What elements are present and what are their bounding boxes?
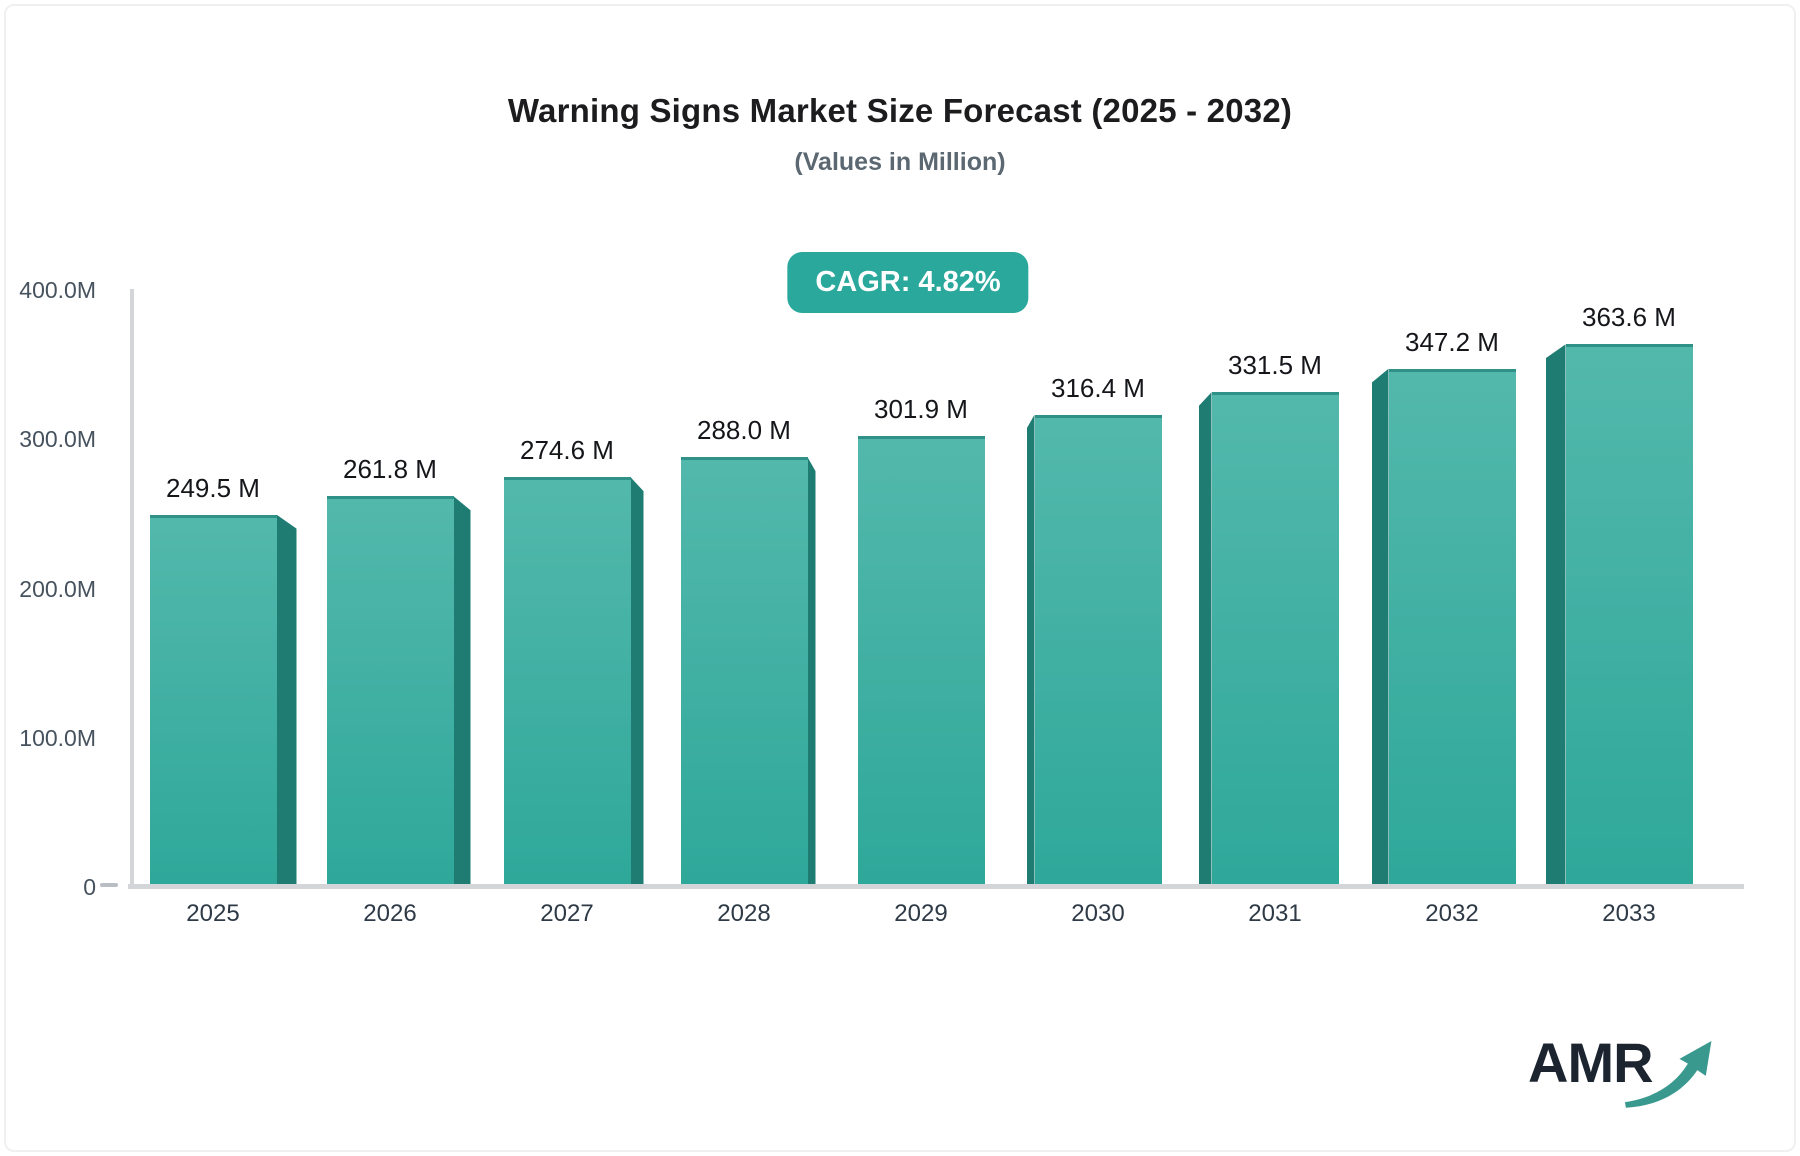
- bar-2025-side-face: [276, 514, 297, 887]
- x-tick-label: 2031: [1248, 900, 1302, 927]
- bar-2026: [326, 496, 454, 887]
- bar-2030-side-face: [1026, 414, 1035, 887]
- x-tick-label: 2030: [1071, 900, 1125, 927]
- bar-value-label: 316.4 M: [1051, 372, 1145, 403]
- x-tick-label: 2032: [1425, 900, 1479, 927]
- bar-2032-side-face: [1371, 368, 1389, 887]
- bar-value-label: 249.5 M: [166, 472, 260, 503]
- chart-title: Warning Signs Market Size Forecast (2025…: [507, 92, 1293, 129]
- bar-2028: [680, 457, 808, 887]
- x-tick-label: 2028: [717, 900, 771, 927]
- bar-2033: [1565, 344, 1693, 887]
- bar-2030: [1034, 414, 1162, 887]
- x-tick-label: 2027: [540, 900, 594, 927]
- bar-2029: [857, 436, 985, 887]
- bar-value-label: 274.6 M: [520, 435, 614, 466]
- bar-2032: [1388, 368, 1516, 887]
- x-axis-line: [128, 884, 1744, 889]
- y-tick-label: 100.0M: [19, 724, 96, 751]
- bar-value-label: 261.8 M: [343, 454, 437, 485]
- x-tick-label: 2026: [363, 900, 417, 927]
- cagr-badge-label: CAGR: 4.82%: [815, 266, 1001, 298]
- x-tick-label: 2033: [1602, 900, 1656, 927]
- x-tick-label: 2029: [894, 900, 948, 927]
- bar-2026-side-face: [453, 496, 471, 887]
- growth-arrow-icon: [1624, 1041, 1712, 1108]
- amr-logo: AMR: [1528, 1030, 1728, 1120]
- bar-value-label: 301.9 M: [874, 394, 968, 425]
- chart-subtitle: (Values in Million): [794, 148, 1006, 176]
- bar-2025: [149, 514, 277, 887]
- x-tick-label: 2025: [186, 900, 240, 927]
- zero-tick-mark: [100, 883, 118, 887]
- amr-logo-text: AMR: [1528, 1031, 1654, 1094]
- bar-value-label: 347.2 M: [1405, 326, 1499, 357]
- y-tick-label: 0: [83, 874, 96, 900]
- y-tick-label: 400.0M: [19, 277, 96, 303]
- bar-value-label: 288.0 M: [697, 415, 791, 446]
- cagr-badge: CAGR: 4.82%: [787, 252, 1029, 313]
- bar-2031: [1211, 392, 1339, 887]
- bar-2028-side-face: [807, 457, 816, 887]
- bar-value-label: 331.5 M: [1228, 350, 1322, 381]
- y-tick-label: 200.0M: [19, 575, 96, 602]
- bar-2027: [503, 477, 631, 887]
- bar-2031-side-face: [1198, 392, 1212, 887]
- y-axis-line: [130, 289, 134, 889]
- bar-value-label: 363.6 M: [1582, 302, 1676, 333]
- y-tick-label: 300.0M: [19, 426, 96, 453]
- bar-2033-side-face: [1545, 344, 1566, 887]
- bar-2027-side-face: [630, 477, 644, 887]
